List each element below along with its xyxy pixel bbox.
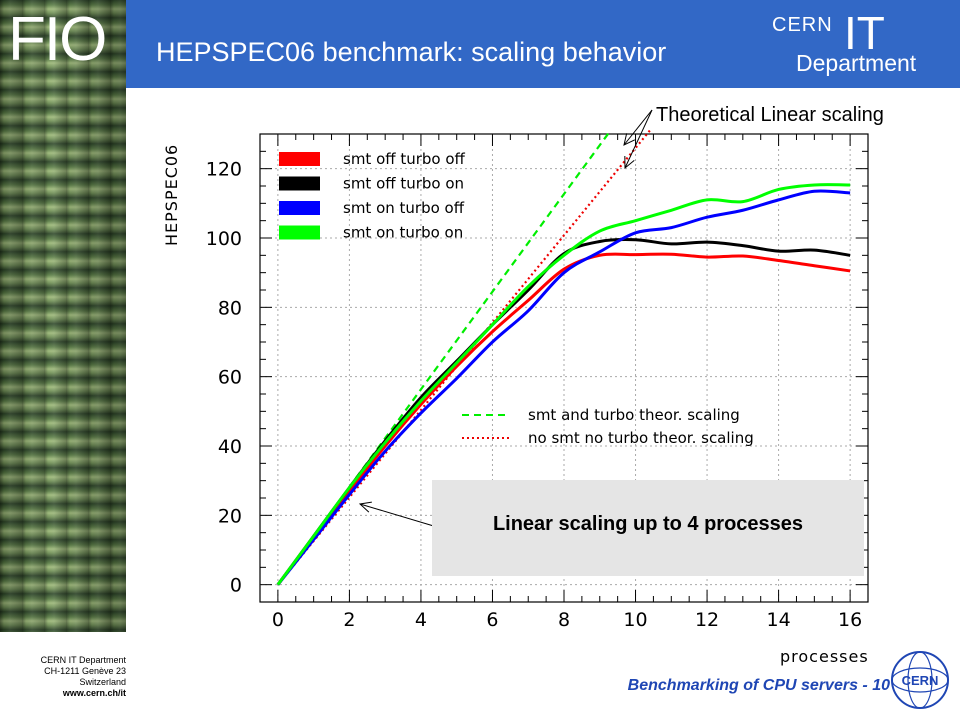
footer-slide-title: Benchmarking of CPU servers - 10 [627, 677, 890, 694]
x-tick-label: 10 [623, 609, 647, 631]
x-tick-label: 0 [272, 609, 284, 631]
slide-title: HEPSPEC06 benchmark: scaling behavior [156, 37, 667, 67]
header-band: HEPSPEC06 benchmark: scaling behavior CE… [126, 0, 960, 88]
y-tick-label: 80 [218, 297, 242, 319]
x-tick-label: 6 [486, 609, 498, 631]
legend-swatch [279, 225, 320, 240]
arrow-to-linear-region [359, 503, 438, 528]
address-line-2: CH-1211 Genève 23 [44, 666, 126, 676]
y-tick-label: 120 [206, 159, 242, 181]
series-line-smt-on-turbo-on [276, 183, 851, 586]
arrow-to-red-theory-head [624, 155, 635, 170]
cern-round-logo: CERN [891, 651, 949, 709]
address-line-3: Switzerland [79, 677, 126, 687]
arrow-to-red-theory [624, 109, 653, 169]
address-line-1: CERN IT Department [40, 655, 126, 665]
series-line-smt-on-turbo-off [276, 189, 851, 586]
footer-url: www.cern.ch/it [62, 688, 126, 698]
logo-department-text: Department [796, 50, 917, 76]
y-tick-label: 60 [218, 367, 242, 389]
footer-address: CERN IT Department CH-1211 Genève 23 Swi… [0, 655, 126, 699]
arrow-to-green-theory [623, 109, 653, 146]
y-tick-label: 40 [218, 436, 242, 458]
tick-labels: 0 2 4 6 8 10 12 14 16 0 20 40 60 80 100 120 [206, 159, 862, 631]
x-tick-label: 8 [558, 609, 570, 631]
annotation-arrows [358, 109, 653, 528]
series-line-smt-and-turbo-theor.-scaling [276, 129, 612, 586]
server-rack-image [0, 0, 126, 632]
legend-label: smt off turbo on [343, 175, 464, 193]
arrow-to-green-theory-head [623, 133, 636, 146]
svg-text:CERN: CERN [902, 673, 939, 688]
fio-logo: FIO [8, 5, 107, 74]
cern-it-department-logo: CERN IT Department [752, 7, 952, 82]
legend-label: smt off turbo off [343, 150, 466, 168]
legend-label: no smt no turbo theor. scaling [528, 429, 754, 447]
x-tick-label: 16 [838, 609, 862, 631]
callout-box: Linear scaling up to 4 processes [432, 480, 864, 576]
y-tick-label: 100 [206, 228, 242, 250]
x-tick-label: 12 [695, 609, 719, 631]
y-tick-label: 0 [230, 575, 242, 597]
legend-swatch [279, 152, 320, 166]
callout-text: Linear scaling up to 4 processes [492, 513, 804, 535]
legend-label: smt and turbo theor. scaling [528, 406, 740, 424]
logo-it-text: IT [844, 7, 885, 59]
legend-swatch [279, 176, 320, 191]
y-tick-label: 20 [218, 505, 242, 527]
y-axis-title: HEPSPEC06 [162, 144, 181, 246]
x-tick-label: 2 [343, 609, 355, 631]
axis-ticks [260, 134, 868, 602]
legend-label: smt on turbo on [343, 224, 463, 242]
legend: smt off turbo off smt off turbo on smt on … [279, 150, 754, 447]
legend-label: smt on turbo off [343, 199, 465, 217]
series-line-smt-off-turbo-off [276, 252, 851, 586]
series-lines [276, 129, 851, 586]
arrow-to-linear-region-head [358, 501, 372, 513]
theoretical-scaling-label: Theoretical Linear scaling [656, 104, 884, 126]
logo-cern-text: CERN [772, 14, 833, 36]
x-axis-title: processes [780, 647, 869, 666]
x-tick-label: 4 [415, 609, 427, 631]
legend-swatch [279, 201, 320, 215]
x-tick-label: 14 [766, 609, 790, 631]
